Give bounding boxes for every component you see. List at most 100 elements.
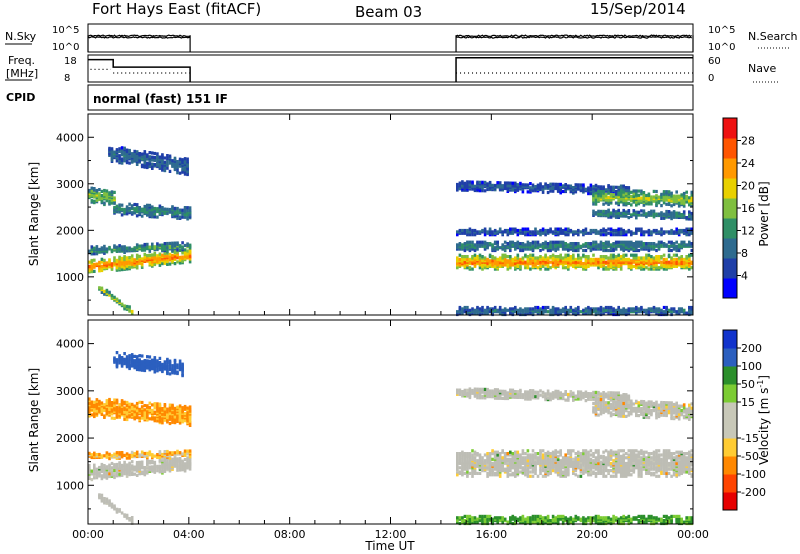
power-cell xyxy=(632,211,636,216)
velocity-cell xyxy=(110,502,114,506)
velocity-cell xyxy=(529,470,532,474)
power-cell xyxy=(95,188,99,193)
velocity-cell xyxy=(148,355,152,359)
power-cell xyxy=(130,152,134,156)
colorbar-segment xyxy=(723,138,737,159)
velocity-cell xyxy=(486,474,489,478)
velocity-cell xyxy=(151,469,154,473)
power-cell xyxy=(188,254,192,258)
power-cell xyxy=(483,244,487,248)
power-cell xyxy=(161,262,164,266)
power-cell xyxy=(456,230,459,234)
velocity-cell xyxy=(100,407,104,411)
power-cell xyxy=(655,248,658,253)
power-cell xyxy=(100,290,104,294)
velocity-cell xyxy=(178,462,182,466)
power-cell xyxy=(531,307,535,311)
power-cell xyxy=(551,253,555,257)
velocity-cell xyxy=(115,362,119,366)
power-cell xyxy=(592,212,595,216)
power-cell xyxy=(133,158,136,162)
power-cell xyxy=(463,181,467,185)
power-cell xyxy=(690,253,694,257)
power-cell xyxy=(667,308,671,312)
velocity-cell xyxy=(514,450,517,454)
power-cell xyxy=(589,186,593,190)
power-cell xyxy=(642,242,646,246)
power-cell xyxy=(589,228,593,233)
velocity-cell xyxy=(110,466,114,470)
velocity-cell xyxy=(140,354,144,358)
power-cell xyxy=(655,255,658,259)
power-cell xyxy=(549,227,552,231)
power-cell xyxy=(476,255,479,259)
power-cell xyxy=(130,204,134,208)
power-cell xyxy=(539,260,542,264)
power-cell xyxy=(577,305,580,310)
velocity-cell xyxy=(90,403,94,407)
power-cell xyxy=(592,243,595,247)
velocity-cell xyxy=(153,406,157,410)
power-cell xyxy=(667,260,671,264)
power-cell xyxy=(534,308,537,312)
power-cell xyxy=(665,190,668,194)
power-cell xyxy=(488,259,492,263)
power-cell xyxy=(493,305,497,310)
power-cell xyxy=(592,192,595,196)
power-cell xyxy=(168,252,172,256)
power-cell xyxy=(564,305,567,310)
velocity-cell xyxy=(95,453,99,457)
power-cell xyxy=(594,228,598,233)
power-cell xyxy=(161,243,164,247)
power-cell xyxy=(123,207,126,212)
velocity-cell xyxy=(541,456,545,460)
power-cell xyxy=(640,192,643,196)
power-cell xyxy=(602,233,605,237)
power-cell xyxy=(471,255,474,259)
velocity-cell xyxy=(125,452,129,456)
power-cell xyxy=(93,252,96,256)
velocity-cell xyxy=(163,410,167,414)
power-cell xyxy=(181,249,184,254)
power-cell xyxy=(524,266,527,270)
power-cell xyxy=(128,148,131,153)
velocity-cell xyxy=(98,465,101,470)
power-cell xyxy=(597,243,600,247)
power-cell xyxy=(95,198,99,202)
power-cell xyxy=(153,209,157,213)
velocity-cell xyxy=(549,454,552,458)
power-cell xyxy=(156,207,159,211)
power-cell xyxy=(561,256,565,260)
power-cell xyxy=(181,259,184,263)
power-cell xyxy=(168,207,172,212)
velocity-cell xyxy=(521,452,525,456)
power-cell xyxy=(524,253,527,257)
power-cell xyxy=(123,146,126,150)
velocity-cell xyxy=(146,451,149,455)
power-cell xyxy=(612,228,615,233)
power-cell xyxy=(589,257,593,261)
velocity-cell xyxy=(135,473,139,477)
velocity-cell xyxy=(113,404,116,408)
power-cell xyxy=(93,258,96,262)
velocity-cell xyxy=(509,473,512,477)
velocity-cell xyxy=(118,354,121,358)
power-cell xyxy=(642,230,646,234)
power-cell xyxy=(589,183,593,187)
power-cell xyxy=(564,253,567,257)
power-cell xyxy=(166,159,169,163)
power-cell xyxy=(526,255,530,259)
power-cell xyxy=(98,192,101,196)
power-cell xyxy=(556,243,560,247)
power-cell xyxy=(685,233,688,237)
power-cell xyxy=(125,256,129,260)
velocity-cell xyxy=(153,470,157,474)
power-cell xyxy=(526,183,530,187)
power-cell xyxy=(90,186,94,190)
colorbar-segment xyxy=(723,118,737,139)
power-cell xyxy=(108,191,111,195)
power-cell xyxy=(577,263,580,267)
power-cell xyxy=(577,228,580,233)
velocity-cell xyxy=(120,409,124,413)
power-cell xyxy=(587,264,590,268)
